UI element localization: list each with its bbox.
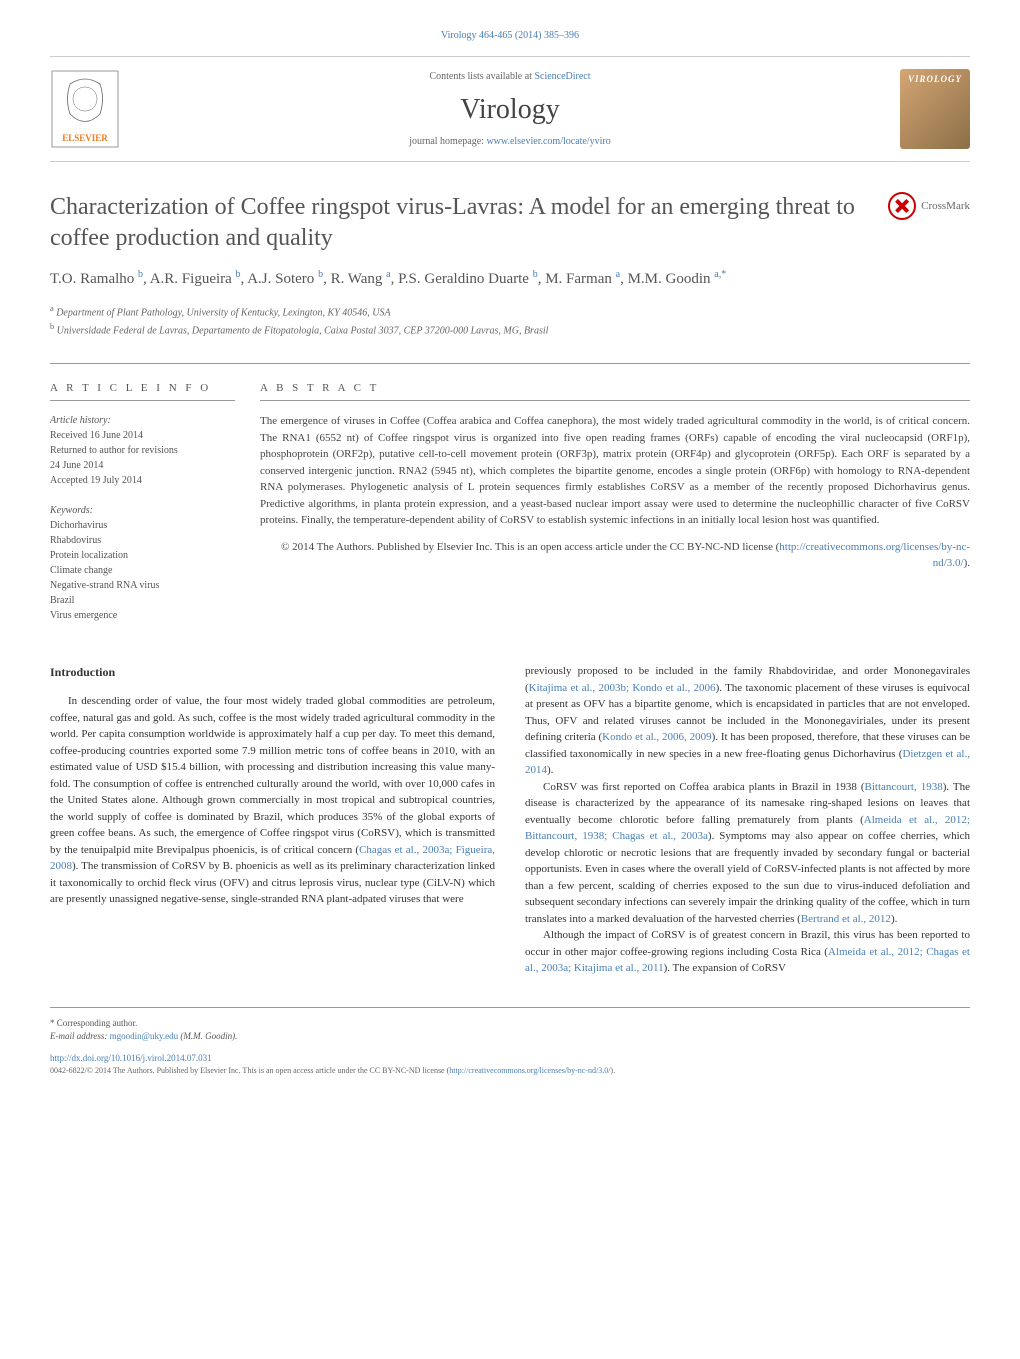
intro-paragraph-1-cont: previously proposed to be included in th…: [525, 663, 970, 779]
right-column: previously proposed to be included in th…: [525, 663, 970, 977]
license-text: © 2014 The Authors. Published by Elsevie…: [260, 539, 970, 572]
journal-header: ELSEVIER Contents lists available at Sci…: [50, 56, 970, 162]
citation-link[interactable]: Kitajima et al., 2003b; Kondo et al., 20…: [529, 682, 716, 694]
authors-list: T.O. Ramalho b, A.R. Figueira b, A.J. So…: [50, 269, 970, 288]
abstract-column: A B S T R A C T The emergence of viruses…: [260, 382, 970, 638]
contents-line: Contents lists available at ScienceDirec…: [120, 71, 900, 82]
sciencedirect-link[interactable]: ScienceDirect: [534, 71, 590, 82]
page-footer: * Corresponding author. E-mail address: …: [50, 1007, 970, 1075]
copyright-license-link[interactable]: http://creativecommons.org/licenses/by-n…: [449, 1066, 610, 1075]
abstract-text: The emergence of viruses in Coffee (Coff…: [260, 413, 970, 529]
corresponding-author: * Corresponding author.: [50, 1018, 970, 1028]
email-link[interactable]: mgoodin@uky.edu: [110, 1031, 178, 1041]
article-info-header: A R T I C L E I N F O: [50, 382, 235, 401]
crossmark-icon: [888, 192, 916, 220]
citation-link[interactable]: Bertrand et al., 2012: [801, 913, 891, 925]
journal-name: Virology: [120, 94, 900, 126]
intro-paragraph-3: Although the impact of CoRSV is of great…: [525, 927, 970, 977]
homepage-line: journal homepage: www.elsevier.com/locat…: [120, 136, 900, 147]
copyright-line: 0042-6822/© 2014 The Authors. Published …: [50, 1066, 970, 1075]
svg-text:ELSEVIER: ELSEVIER: [62, 133, 108, 143]
citation-link[interactable]: Kondo et al., 2006, 2009: [602, 731, 711, 743]
paper-title: Characterization of Coffee ringspot viru…: [50, 192, 888, 254]
license-link[interactable]: http://creativecommons.org/licenses/by-n…: [779, 541, 970, 570]
journal-citation[interactable]: Virology 464-465 (2014) 385–396: [50, 30, 970, 41]
homepage-link[interactable]: www.elsevier.com/locate/yviro: [486, 136, 610, 147]
citation-link[interactable]: Bittancourt, 1938: [865, 781, 943, 793]
abstract-header: A B S T R A C T: [260, 382, 970, 401]
introduction-header: Introduction: [50, 663, 495, 681]
intro-paragraph-1: In descending order of value, the four m…: [50, 693, 495, 908]
email-line: E-mail address: mgoodin@uky.edu (M.M. Go…: [50, 1031, 970, 1041]
virology-cover-icon: VIROLOGY: [900, 69, 970, 149]
header-center: Contents lists available at ScienceDirec…: [120, 71, 900, 147]
article-info-sidebar: A R T I C L E I N F O Article history: R…: [50, 382, 260, 638]
elsevier-logo: ELSEVIER: [50, 69, 120, 149]
intro-paragraph-2: CoRSV was first reported on Coffea arabi…: [525, 779, 970, 928]
crossmark-badge[interactable]: CrossMark: [888, 192, 970, 220]
affiliations: a Department of Plant Pathology, Univers…: [50, 303, 970, 338]
doi-link[interactable]: http://dx.doi.org/10.1016/j.virol.2014.0…: [50, 1053, 970, 1063]
main-content: Introduction In descending order of valu…: [50, 663, 970, 977]
left-column: Introduction In descending order of valu…: [50, 663, 495, 977]
